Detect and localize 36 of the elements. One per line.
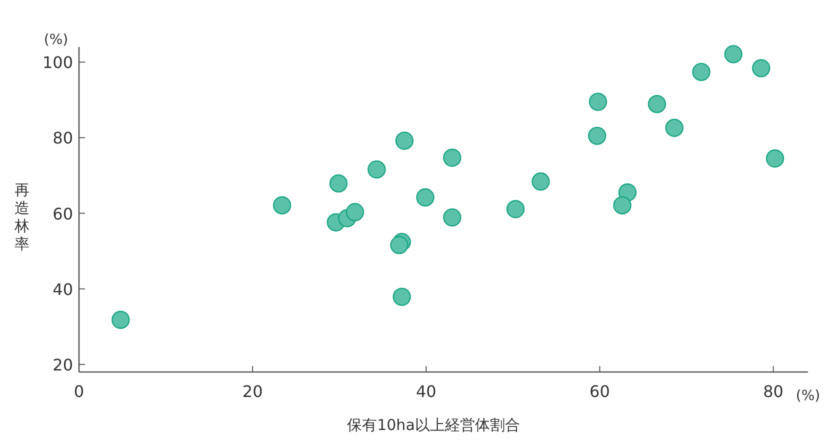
point <box>395 132 414 150</box>
point <box>588 92 608 111</box>
point <box>665 118 684 137</box>
x-tick-label: 60 <box>590 382 610 401</box>
point <box>416 188 434 207</box>
point <box>766 149 784 168</box>
text: (%) <box>44 32 68 48</box>
point <box>392 288 411 306</box>
y-tick-label: 40 <box>52 280 73 299</box>
point <box>588 126 606 145</box>
point <box>329 174 348 193</box>
x-tick-label: 20 <box>242 382 263 401</box>
point <box>752 59 770 78</box>
x-tick-label: 0 <box>74 382 84 401</box>
x-axis-title: 保有10ha以上経営体割合 <box>347 416 520 434</box>
point <box>112 310 130 329</box>
point <box>443 148 462 167</box>
y-tick-label: 100 <box>42 53 73 72</box>
point <box>390 236 408 254</box>
point <box>506 200 525 218</box>
point <box>613 196 632 214</box>
x-tick-label: 80 <box>763 382 784 401</box>
y-tick-label: 20 <box>52 355 73 374</box>
text: (%) <box>796 388 820 404</box>
y-axis-title: 再造林率 <box>14 181 30 253</box>
point <box>368 160 386 179</box>
point <box>443 208 462 227</box>
x-tick-label: 40 <box>416 382 436 401</box>
point <box>724 45 742 64</box>
point <box>346 203 364 222</box>
point <box>532 172 550 191</box>
point <box>692 62 710 82</box>
y-tick-label: 60 <box>52 204 73 224</box>
y-tick-label: 80 <box>52 128 73 148</box>
point <box>272 196 292 214</box>
point <box>648 94 666 114</box>
